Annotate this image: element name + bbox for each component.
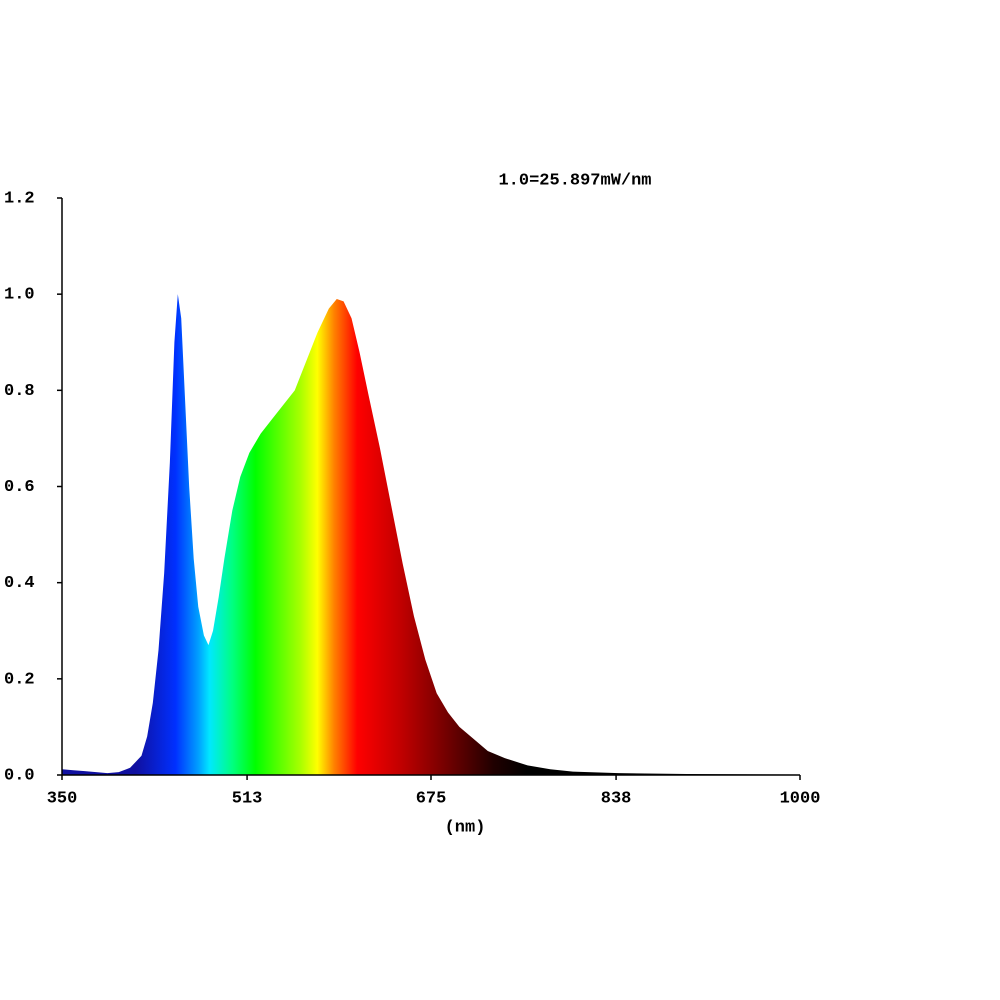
y-tick-label: 1.2: [4, 189, 35, 208]
annotation: 1.0=25.897mW/nm: [498, 171, 651, 190]
y-tick-label: 0.6: [4, 478, 35, 497]
spectrum-area: [62, 294, 800, 775]
x-tick-label: 1000: [780, 789, 821, 808]
y-tick-label: 0.0: [4, 766, 35, 785]
x-tick-label: 350: [47, 789, 78, 808]
y-tick-label: 1.0: [4, 286, 35, 305]
x-tick-label: 675: [416, 789, 447, 808]
y-tick-label: 0.8: [4, 382, 35, 401]
y-tick-label: 0.4: [4, 574, 35, 593]
x-tick-label: 838: [601, 789, 632, 808]
x-tick-label: 513: [232, 789, 263, 808]
x-axis-label: (nm): [445, 818, 486, 837]
y-tick-label: 0.2: [4, 670, 35, 689]
